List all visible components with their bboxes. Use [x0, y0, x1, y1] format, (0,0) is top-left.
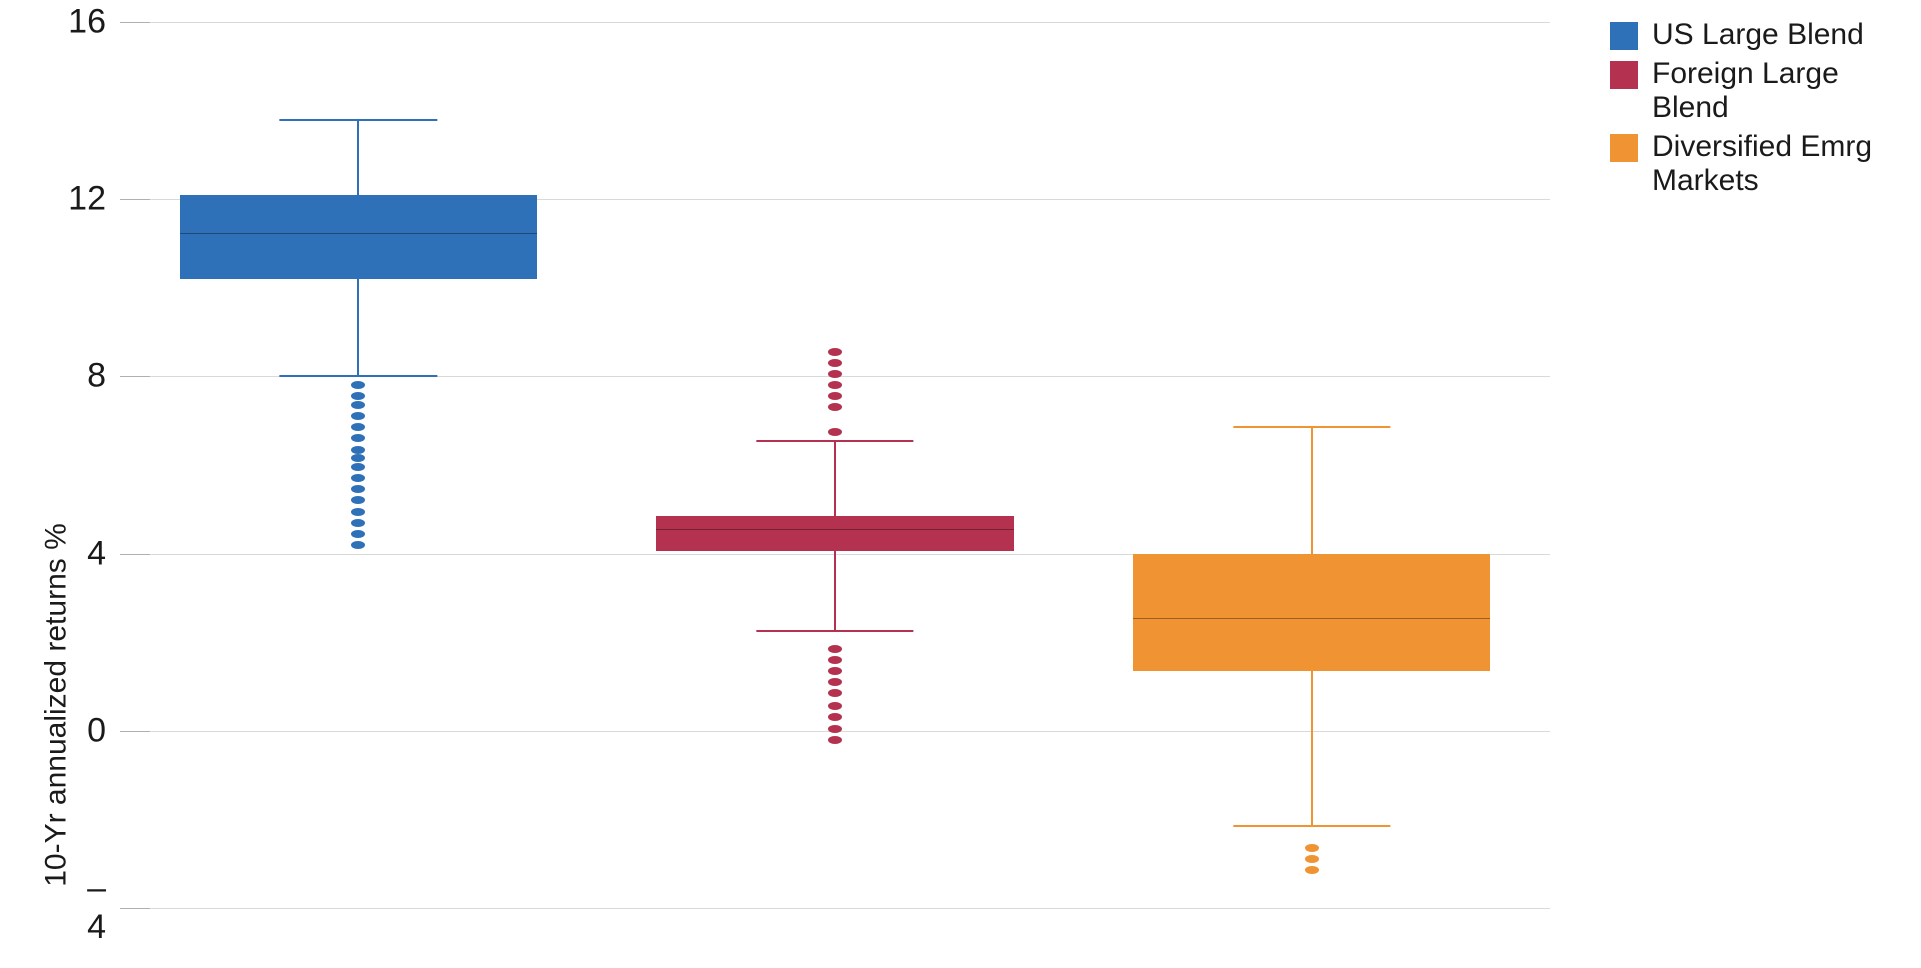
y-tick-label: –4: [87, 869, 120, 947]
box-group: [180, 0, 538, 930]
y-tick-label: 4: [87, 534, 120, 573]
outlier-point: [351, 434, 365, 442]
legend-swatch: [1610, 22, 1638, 50]
legend-item: Foreign Large Blend: [1610, 57, 1882, 126]
outlier-point: [351, 392, 365, 400]
whisker-lower: [357, 279, 359, 376]
outlier-point: [351, 423, 365, 431]
legend: US Large Blend Foreign Large BlendDiversi…: [1610, 18, 1882, 203]
boxplot-chart: 10-Yr annualized returns % –40481216 US …: [0, 0, 1921, 968]
outlier-point: [828, 370, 842, 378]
whisker-upper: [357, 120, 359, 195]
y-tick-mark: [120, 554, 150, 555]
outlier-point: [828, 656, 842, 664]
outlier-point: [828, 403, 842, 411]
outlier-point: [828, 359, 842, 367]
outlier-point: [351, 463, 365, 471]
y-tick-label: 16: [68, 3, 120, 42]
outlier-point: [351, 474, 365, 482]
outlier-point: [828, 702, 842, 710]
outlier-point: [1305, 844, 1319, 852]
outlier-point: [351, 454, 365, 462]
y-tick-label: 12: [68, 180, 120, 219]
y-tick-mark: [120, 199, 150, 200]
outlier-point: [828, 725, 842, 733]
whisker-cap-lower: [756, 630, 913, 632]
legend-item: US Large Blend: [1610, 18, 1882, 53]
outlier-point: [828, 392, 842, 400]
legend-label: Foreign Large Blend: [1652, 57, 1882, 126]
y-tick-mark: [120, 908, 150, 909]
median-line: [180, 233, 538, 234]
whisker-upper: [834, 441, 836, 516]
outlier-point: [828, 667, 842, 675]
whisker-cap-lower: [280, 375, 437, 377]
legend-swatch: [1610, 134, 1638, 162]
y-tick-label: 0: [87, 711, 120, 750]
outlier-point: [351, 541, 365, 549]
outlier-point: [351, 401, 365, 409]
outlier-point: [351, 446, 365, 454]
whisker-cap-lower: [1233, 825, 1390, 827]
y-axis-title: 10-Yr annualized returns %: [39, 523, 73, 887]
legend-item: Diversified Emrg Markets: [1610, 130, 1882, 199]
median-line: [1133, 618, 1491, 619]
outlier-point: [351, 381, 365, 389]
plot-area: –40481216: [120, 0, 1550, 930]
whisker-cap-upper: [280, 119, 437, 121]
outlier-point: [828, 713, 842, 721]
whisker-lower: [834, 551, 836, 631]
box-iqr: [1133, 554, 1491, 671]
outlier-point: [828, 348, 842, 356]
y-tick-mark: [120, 22, 150, 23]
outlier-point: [1305, 866, 1319, 874]
outlier-point: [351, 496, 365, 504]
outlier-point: [351, 508, 365, 516]
whisker-cap-upper: [1233, 426, 1390, 428]
box-iqr: [656, 516, 1014, 551]
box-group: [1133, 0, 1491, 930]
whisker-cap-upper: [756, 440, 913, 442]
outlier-point: [828, 645, 842, 653]
y-tick-label: 8: [87, 357, 120, 396]
outlier-point: [351, 519, 365, 527]
legend-swatch: [1610, 61, 1638, 89]
outlier-point: [351, 412, 365, 420]
outlier-point: [828, 736, 842, 744]
outlier-point: [828, 381, 842, 389]
outlier-point: [351, 530, 365, 538]
whisker-upper: [1311, 427, 1313, 553]
outlier-point: [828, 428, 842, 436]
outlier-point: [828, 678, 842, 686]
legend-label: US Large Blend: [1652, 18, 1864, 53]
outlier-point: [351, 485, 365, 493]
y-tick-mark: [120, 376, 150, 377]
outlier-point: [828, 689, 842, 697]
outlier-point: [1305, 855, 1319, 863]
box-iqr: [180, 195, 538, 279]
y-tick-mark: [120, 731, 150, 732]
median-line: [656, 529, 1014, 530]
legend-label: Diversified Emrg Markets: [1652, 130, 1882, 199]
box-group: [656, 0, 1014, 930]
whisker-lower: [1311, 671, 1313, 826]
